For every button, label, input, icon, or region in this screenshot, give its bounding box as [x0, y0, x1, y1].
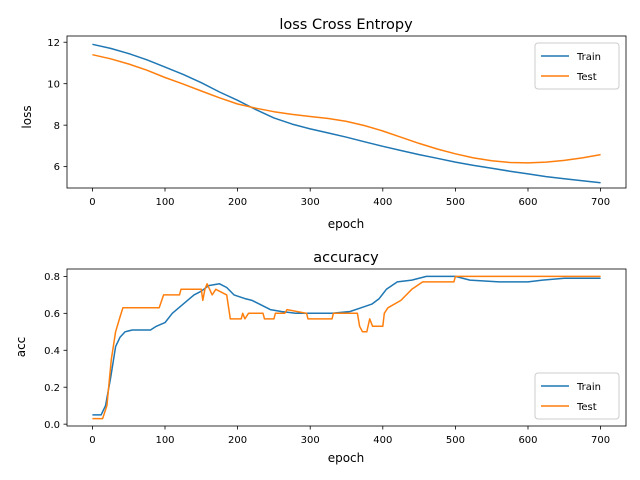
- accuracy-x-tick-label: 100: [155, 435, 174, 446]
- accuracy-legend: Train Test: [534, 372, 620, 420]
- accuracy-y-tick-label: 0.8: [44, 272, 60, 283]
- loss-legend-box: [534, 42, 620, 90]
- loss-legend-label-test: Test: [576, 72, 597, 83]
- accuracy-y-tick-label: 0.6: [44, 309, 60, 320]
- accuracy-series-line-test: [92, 275, 601, 420]
- loss-y-tick-label: 12: [47, 38, 60, 49]
- loss-axes-frame: [66, 35, 627, 189]
- loss-series-line-test: [92, 53, 601, 164]
- accuracy-legend-label-test: Test: [576, 402, 597, 413]
- accuracy-legend-label-train: Train: [576, 382, 601, 393]
- loss-y-tick-label: 10: [47, 79, 60, 90]
- loss-x-tick-label: 0: [89, 197, 95, 208]
- accuracy-y-tick-label: 0.2: [44, 383, 60, 394]
- accuracy-y-tick-label: 0.4: [44, 346, 60, 357]
- accuracy-x-axis-label: epoch: [328, 451, 365, 465]
- accuracy-x-tick-label: 700: [591, 435, 610, 446]
- accuracy-y-axis-label: acc: [14, 337, 28, 358]
- loss-x-tick-label: 100: [155, 197, 174, 208]
- accuracy-axes-frame: [66, 268, 627, 427]
- loss-x-tick-label: 200: [228, 197, 247, 208]
- accuracy-subplot: accuracy 0 100 200 300 400 500 600 700 0.0 0.2 0.4…: [14, 250, 627, 465]
- accuracy-x-tick-label: 200: [228, 435, 247, 446]
- loss-legend-label-train: Train: [576, 52, 601, 63]
- accuracy-series-line-train: [92, 275, 601, 416]
- accuracy-x-tick-label: 0: [89, 435, 95, 446]
- loss-x-tick-label: 400: [373, 197, 392, 208]
- loss-legend: Train Test: [534, 42, 620, 90]
- loss-y-tick-label: 8: [54, 121, 60, 132]
- loss-y-tick-label: 6: [54, 162, 60, 173]
- accuracy-x-tick-label: 400: [373, 435, 392, 446]
- loss-x-tick-label: 300: [301, 197, 320, 208]
- loss-x-tick-label: 600: [518, 197, 537, 208]
- loss-x-tick-label: 500: [446, 197, 465, 208]
- accuracy-legend-box: [534, 372, 620, 420]
- loss-y-axis-label: loss: [20, 105, 34, 128]
- loss-subplot: loss Cross Entropy 0 100 200 300 400 500 600 70…: [20, 17, 627, 231]
- accuracy-x-tick-label: 300: [301, 435, 320, 446]
- loss-chart-title: loss Cross Entropy: [279, 17, 413, 33]
- accuracy-x-tick-label: 500: [446, 435, 465, 446]
- loss-x-axis-label: epoch: [328, 217, 365, 231]
- accuracy-x-tick-label: 600: [518, 435, 537, 446]
- accuracy-y-tick-label: 0.0: [44, 420, 60, 431]
- loss-x-tick-label: 700: [591, 197, 610, 208]
- accuracy-chart-title: accuracy: [313, 250, 379, 266]
- loss-series-line-train: [92, 43, 601, 184]
